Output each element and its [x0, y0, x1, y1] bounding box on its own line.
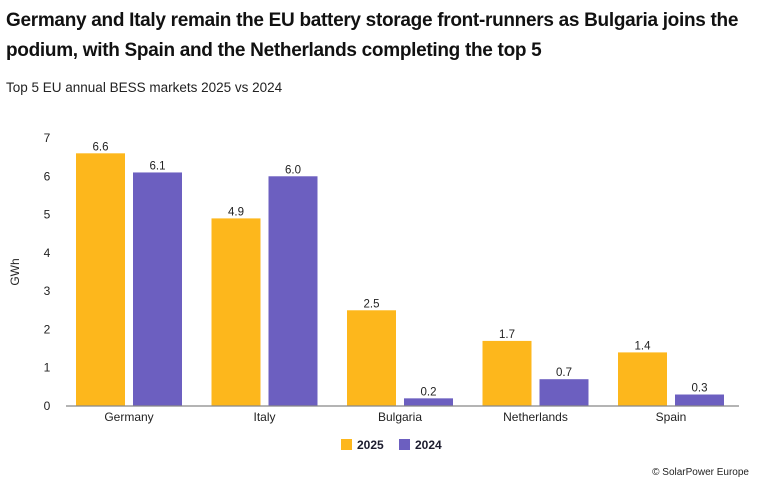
y-tick-label: 4 — [44, 246, 51, 260]
y-tick-label: 7 — [44, 131, 51, 145]
x-axis: Germany Italy Bulgaria Netherlands Spain — [104, 410, 686, 424]
y-tick-label: 5 — [44, 208, 51, 222]
bar-bulgaria-2025 — [347, 310, 396, 406]
y-tick-label: 1 — [44, 361, 51, 375]
credit: © SolarPower Europe — [652, 467, 749, 478]
data-label: 1.7 — [499, 329, 515, 341]
data-label: 6.0 — [285, 164, 301, 176]
legend-swatch-2025 — [341, 439, 352, 450]
data-label: 6.1 — [150, 160, 166, 172]
y-tick-label: 0 — [44, 399, 51, 413]
y-tick-label: 6 — [44, 169, 51, 183]
bars: 6.6 6.1 4.9 6.0 2.5 0.2 1.7 0.7 1.4 0.3 — [76, 141, 724, 406]
y-axis: 0 1 2 3 4 5 6 7 — [44, 131, 51, 413]
data-label: 0.3 — [692, 383, 708, 395]
bar-bulgaria-2024 — [404, 398, 453, 406]
x-tick-label: Italy — [253, 410, 275, 424]
chart-title: Germany and Italy remain the EU battery … — [6, 10, 739, 61]
chart-subtitle: Top 5 EU annual BESS markets 2025 vs 202… — [6, 80, 283, 95]
bar-spain-2025 — [618, 352, 667, 406]
data-label: 2.5 — [364, 298, 380, 310]
data-label: 6.6 — [93, 141, 109, 153]
y-axis-label: GWh — [8, 258, 22, 285]
bar-germany-2025 — [76, 153, 125, 406]
bar-germany-2024 — [133, 172, 182, 406]
legend: 2025 2024 — [341, 438, 442, 452]
bar-italy-2025 — [211, 218, 261, 406]
legend-label-2024: 2024 — [415, 438, 442, 452]
legend-label-2025: 2025 — [357, 438, 384, 452]
legend-swatch-2024 — [399, 439, 410, 450]
x-tick-label: Germany — [104, 410, 153, 424]
data-label: 0.2 — [421, 386, 437, 398]
x-tick-label: Spain — [656, 410, 687, 424]
data-label: 4.9 — [228, 206, 244, 218]
x-tick-label: Bulgaria — [378, 410, 422, 424]
data-label: 0.7 — [556, 367, 572, 379]
x-tick-label: Netherlands — [503, 410, 568, 424]
bar-netherlands-2024 — [539, 379, 589, 406]
y-tick-label: 2 — [44, 322, 51, 336]
bar-netherlands-2025 — [482, 340, 532, 406]
y-tick-label: 3 — [44, 284, 51, 298]
bar-italy-2024 — [268, 176, 318, 406]
data-label: 1.4 — [635, 340, 652, 352]
bar-spain-2024 — [675, 394, 724, 406]
